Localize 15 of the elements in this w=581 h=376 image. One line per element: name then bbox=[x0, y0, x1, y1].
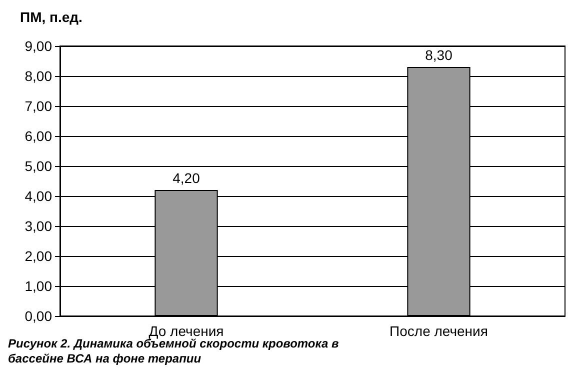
y-tick-label: 3,00 bbox=[24, 218, 52, 234]
y-tick-label: 4,00 bbox=[24, 188, 52, 204]
y-axis-title: ПМ, п.ед. bbox=[20, 9, 82, 25]
y-tick-label: 1,00 bbox=[24, 278, 52, 294]
y-tick-label: 0,00 bbox=[24, 308, 52, 324]
y-tick-label: 8,00 bbox=[24, 68, 52, 84]
y-tick-label: 2,00 bbox=[24, 248, 52, 264]
x-tick-label: После лечения bbox=[390, 323, 488, 339]
data-label: 4,20 bbox=[172, 170, 200, 186]
y-tick-label: 6,00 bbox=[24, 128, 52, 144]
y-tick-label: 7,00 bbox=[24, 98, 52, 114]
data-label: 8,30 bbox=[425, 47, 453, 63]
y-tick-label: 9,00 bbox=[24, 38, 52, 54]
y-tick-label: 5,00 bbox=[24, 158, 52, 174]
x-tick-label: До лечения bbox=[148, 323, 224, 339]
